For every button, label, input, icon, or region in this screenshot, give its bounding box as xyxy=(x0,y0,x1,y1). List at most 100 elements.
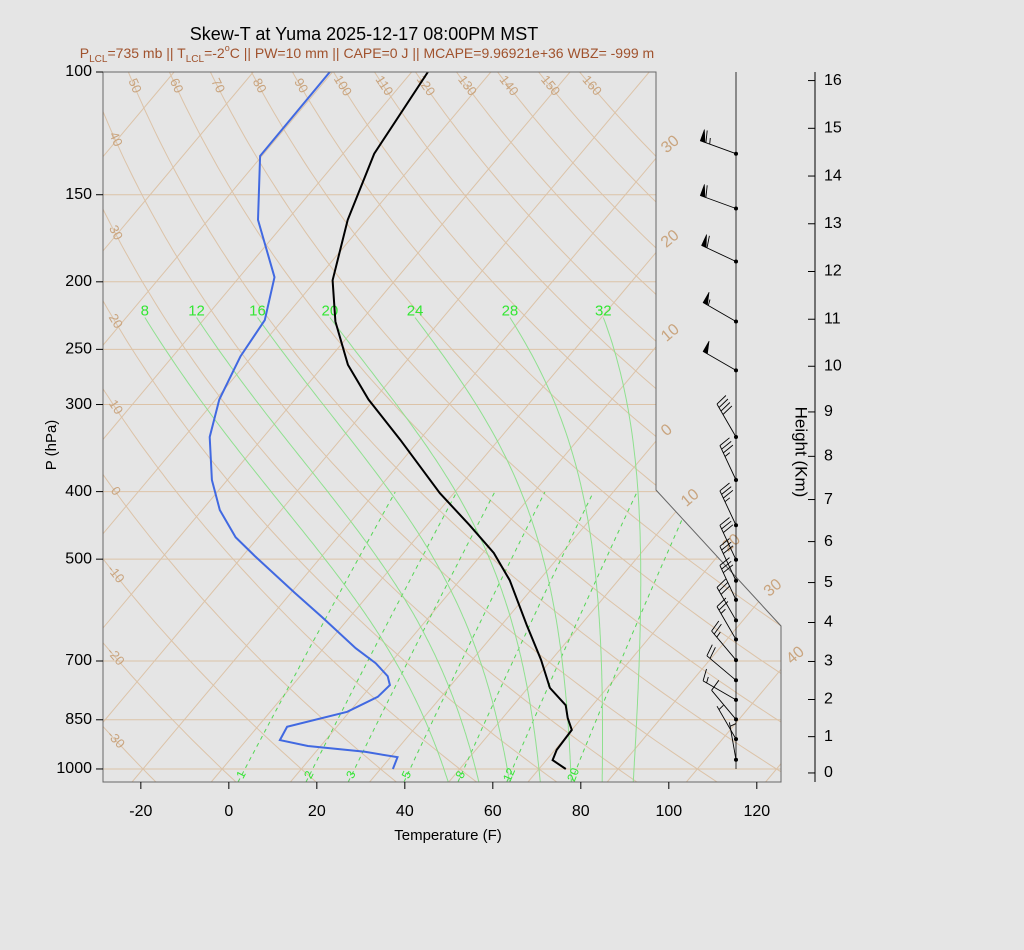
dry-adiabat-label: 80 xyxy=(250,76,270,96)
y2-tick-label: 3 xyxy=(824,653,833,670)
mixing-ratio-label: 12 xyxy=(500,766,518,784)
y-tick-label: 1000 xyxy=(56,760,92,777)
wind-barb-pennant xyxy=(702,291,710,306)
wind-barb-staff xyxy=(700,130,737,155)
x-tick-label: 100 xyxy=(655,803,682,820)
wind-level-dot xyxy=(734,319,738,324)
wind-level-dot xyxy=(734,597,738,602)
wind-level-dot xyxy=(734,435,738,440)
moist-adiabat xyxy=(257,317,511,782)
subtitle-part: =735 mb || T xyxy=(107,45,186,61)
isotherm-line xyxy=(290,72,781,782)
y2-tick-label: 5 xyxy=(824,574,833,591)
y2-tick-label: 4 xyxy=(824,614,833,631)
wind-barb-staff xyxy=(706,644,737,681)
dry-adiabat xyxy=(103,72,477,782)
moist-adiabat-label: 12 xyxy=(188,302,205,319)
moist-adiabat xyxy=(509,317,603,782)
x-tick-label: 120 xyxy=(743,803,770,820)
moist-adiabat-label: 8 xyxy=(141,302,149,319)
subtitle-sub: LCL xyxy=(186,54,205,65)
moist-adiabat xyxy=(196,317,480,782)
dewpoint-line xyxy=(208,72,399,770)
wind-level-dot xyxy=(734,478,738,483)
isotherm-line xyxy=(103,72,254,782)
dry-adiabat-label: 90 xyxy=(291,75,311,95)
wind-barb-staff xyxy=(702,299,737,322)
wind-barb xyxy=(702,340,738,373)
y-tick-label: 300 xyxy=(65,396,92,413)
isotherm-line xyxy=(606,72,781,782)
isotherm-line xyxy=(131,72,729,782)
y2-tick-label: 2 xyxy=(824,691,833,708)
mixing-ratio-line xyxy=(237,491,396,782)
wind-barb-staff xyxy=(700,185,737,209)
moist-adiabat xyxy=(144,317,449,782)
wind-barb xyxy=(716,578,738,623)
dry-adiabat-label: 10 xyxy=(106,397,127,417)
dry-adiabat xyxy=(103,72,397,782)
wind-barb-staff xyxy=(711,620,737,661)
y2-tick-label: 7 xyxy=(824,491,833,508)
dry-adiabat xyxy=(103,72,237,782)
mixing-ratio-line xyxy=(347,491,496,782)
moist-adiabat-label: 16 xyxy=(249,302,266,319)
y2-tick-label: 16 xyxy=(824,72,842,89)
y2-axis-label: Height (Km) xyxy=(792,407,811,498)
wind-level-dot xyxy=(734,678,738,683)
subtitle-part: =-2 xyxy=(204,45,225,61)
wind-barb-staff xyxy=(701,235,737,262)
wind-barb xyxy=(702,668,738,702)
y2-tick-label: 13 xyxy=(824,215,842,232)
moist-adiabat-label: 32 xyxy=(595,302,612,319)
wind-level-dot xyxy=(734,637,738,642)
chart-subtitle: PLCL=735 mb || TLCL=-2oC || PW=10 mm || … xyxy=(80,43,654,65)
isotherm-line xyxy=(527,72,781,782)
mixing-ratio-line xyxy=(403,491,546,782)
y2-tick-label: 15 xyxy=(824,120,842,137)
wind-barb-pennant xyxy=(702,340,710,355)
x-axis-label: Temperature (F) xyxy=(394,827,502,844)
y2-tick-label: 8 xyxy=(824,448,833,465)
wind-barb xyxy=(728,722,738,762)
wind-barb xyxy=(702,291,738,324)
mixing-ratio-label: 20 xyxy=(564,766,582,784)
dry-adiabat-label: 60 xyxy=(167,76,187,95)
mixing-ratio-line xyxy=(457,491,594,782)
y-tick-label: 850 xyxy=(65,711,92,728)
y-tick-label: 500 xyxy=(65,550,92,567)
wind-barb-staff xyxy=(719,482,737,526)
wind-barb xyxy=(699,129,738,156)
wind-barb-pennant xyxy=(699,129,706,143)
wind-barb xyxy=(711,680,738,722)
x-tick-label: 60 xyxy=(484,803,502,820)
wind-barb-pennant xyxy=(699,184,706,198)
y2-tick-label: 1 xyxy=(824,728,833,745)
wind-barb-staff xyxy=(719,437,737,481)
wind-barb xyxy=(706,644,738,683)
moist-adiabat-label: 24 xyxy=(407,302,424,319)
x-tick-label: 20 xyxy=(308,803,326,820)
wind-barb-staff xyxy=(716,597,737,640)
y2-tick-label: 11 xyxy=(824,310,841,327)
moist-adiabat-label: 28 xyxy=(502,302,519,319)
wind-level-dot xyxy=(734,658,738,663)
dry-adiabat xyxy=(168,72,781,782)
wind-barb-staff xyxy=(711,680,737,720)
dry-adiabat xyxy=(103,72,638,782)
wind-level-dot xyxy=(734,717,738,722)
dry-adiabat xyxy=(209,72,781,782)
wind-level-dot xyxy=(734,523,738,528)
dry-adiabat xyxy=(456,72,781,782)
dry-adiabat xyxy=(538,72,781,782)
wind-barb-staff xyxy=(716,704,737,740)
wind-level-dot xyxy=(734,757,738,762)
wind-barb-staff xyxy=(716,578,737,621)
subtitle-sub: LCL xyxy=(89,54,108,65)
wind-barb-staff xyxy=(728,722,737,760)
dry-adiabat-label: 70 xyxy=(208,76,228,96)
wind-level-dot xyxy=(734,151,738,156)
subtitle-part: C || PW=10 mm || CAPE=0 J || MCAPE=9.969… xyxy=(230,45,655,61)
